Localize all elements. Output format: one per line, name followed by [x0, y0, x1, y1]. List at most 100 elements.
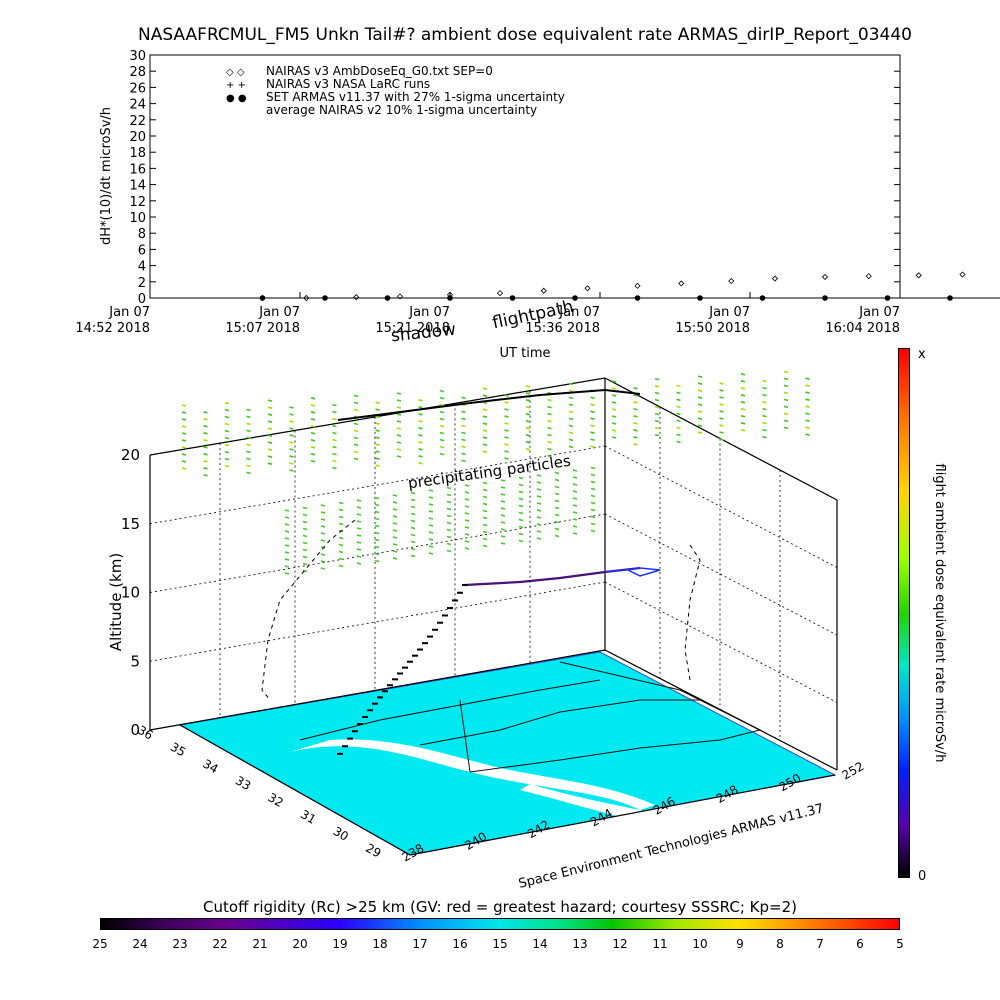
- particle-mark: [554, 520, 560, 524]
- particle-mark: [611, 380, 617, 383]
- particle-mark: [568, 403, 574, 407]
- particle-mark: [446, 514, 452, 518]
- particle-mark: [224, 450, 230, 454]
- particle-mark: [284, 551, 290, 554]
- x-tick-label-time: 15:07 2018: [225, 321, 300, 336]
- legend-label: average NAIRAS v2 10% 1-sigma uncertaint…: [266, 103, 537, 117]
- shadow-path-east: [684, 544, 701, 681]
- particle-mark: [289, 406, 294, 409]
- particle-mark: [439, 410, 445, 414]
- colorbar-horizontal: [100, 918, 900, 930]
- lat-tick-label: 36: [135, 723, 155, 743]
- particle-mark: [392, 508, 398, 511]
- particle-mark: [525, 441, 531, 444]
- particle-mark: [518, 504, 524, 508]
- particle-mark: [676, 391, 681, 395]
- particle-mark: [375, 450, 380, 453]
- particle-mark: [464, 505, 470, 508]
- particle-mark: [611, 436, 617, 439]
- particle-mark: [320, 532, 326, 535]
- particle-mark: [504, 443, 509, 446]
- particle-mark: [518, 483, 524, 487]
- nairas-point: [540, 287, 547, 294]
- particle-mark: [740, 415, 746, 418]
- nairas-point: [353, 294, 360, 301]
- particle-mark: [375, 429, 380, 432]
- z-tick-label: 20: [121, 446, 140, 464]
- particle-mark: [525, 385, 531, 388]
- particle-mark: [289, 441, 294, 444]
- particle-mark: [719, 417, 724, 420]
- particle-mark: [338, 536, 344, 540]
- colorbar-tick-label: 6: [856, 937, 864, 951]
- particle-mark: [374, 503, 380, 507]
- particle-mark: [633, 429, 638, 432]
- particle-mark: [224, 415, 230, 419]
- colorbar-tick-label: 17: [412, 937, 427, 951]
- particle-mark: [590, 480, 596, 484]
- particle-mark: [289, 448, 294, 451]
- z-tick-label: 15: [121, 515, 140, 533]
- particle-mark: [697, 403, 703, 406]
- particle-mark: [740, 387, 746, 390]
- particle-mark: [246, 464, 251, 468]
- x-tick-label-time: 15:50 2018: [675, 321, 750, 336]
- particle-mark: [461, 396, 466, 400]
- particle-mark: [500, 479, 506, 482]
- particle-mark: [310, 432, 316, 435]
- particle-mark: [740, 380, 746, 383]
- particle-mark: [518, 518, 524, 522]
- particle-mark: [428, 517, 434, 520]
- particle-mark: [203, 446, 208, 449]
- particle-mark: [805, 398, 810, 401]
- nairas-point: [959, 271, 966, 278]
- particle-mark: [547, 419, 552, 423]
- particle-mark: [504, 450, 509, 453]
- particle-mark: [654, 391, 660, 395]
- lat-tick-label: 33: [233, 773, 253, 793]
- y-tick-label: 10: [129, 211, 146, 226]
- particle-mark: [246, 443, 251, 447]
- particle-mark: [783, 377, 789, 381]
- colorbar-tick-label: 20: [292, 937, 307, 951]
- particle-mark: [267, 441, 273, 444]
- particle-mark: [482, 408, 488, 411]
- particle-mark: [783, 405, 789, 409]
- particle-mark: [633, 387, 638, 390]
- particle-mark: [461, 424, 466, 428]
- particle-mark: [572, 490, 578, 493]
- particle-mark: [654, 426, 660, 430]
- particle-mark: [536, 530, 542, 533]
- particle-mark: [332, 445, 337, 449]
- particle-mark: [654, 405, 660, 409]
- particle-mark: [302, 569, 308, 573]
- particle-mark: [464, 519, 470, 522]
- chart-title: NASAAFRCMUL_FM5 Unkn Tail#? ambient dose…: [138, 25, 912, 45]
- particle-mark: [536, 481, 542, 484]
- particle-mark: [536, 474, 542, 477]
- armas-point: [634, 295, 641, 301]
- particle-mark: [246, 450, 251, 454]
- particle-mark: [536, 516, 542, 519]
- x-tick-label-time: 15:21 2018: [375, 321, 450, 336]
- nairas-point: [634, 282, 641, 289]
- particle-mark: [356, 541, 362, 544]
- particle-mark: [572, 476, 578, 479]
- particle-mark: [267, 399, 273, 402]
- particle-mark: [396, 441, 402, 444]
- particle-mark: [805, 384, 810, 387]
- particle-mark: [439, 431, 445, 435]
- particle-mark: [461, 431, 466, 435]
- particle-mark: [203, 439, 208, 442]
- particle-mark: [203, 411, 208, 414]
- particle-mark: [446, 500, 452, 504]
- shadow-path: [261, 519, 356, 701]
- nairas-point: [584, 285, 591, 292]
- flightpath-top: [337, 388, 641, 421]
- armas-point: [697, 295, 703, 301]
- x-tick-label-date: Jan 07: [408, 305, 450, 320]
- particle-mark: [302, 562, 308, 566]
- particle-mark: [590, 438, 595, 441]
- particle-mark: [410, 540, 416, 544]
- particle-mark: [654, 384, 660, 388]
